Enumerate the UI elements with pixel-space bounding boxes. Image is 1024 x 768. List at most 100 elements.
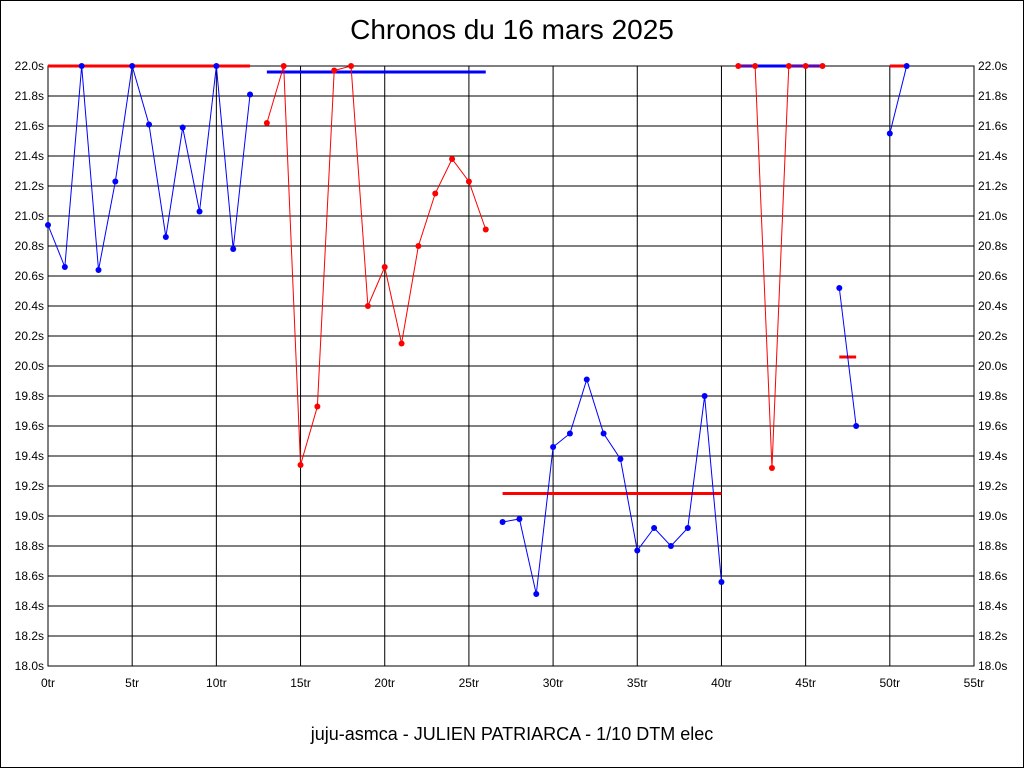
lap-point — [836, 285, 843, 291]
lap-point — [415, 243, 422, 249]
x-tick-label: 10tr — [206, 676, 227, 690]
x-tick-label: 5tr — [125, 676, 139, 690]
y-tick-label-left: 20.0s — [15, 359, 44, 373]
lap-point — [600, 430, 607, 437]
lap-point — [903, 63, 910, 69]
x-tick-label: 55tr — [964, 676, 985, 690]
lap-point — [146, 121, 153, 128]
y-tick-label-left: 18.0s — [15, 659, 44, 673]
lap-point — [45, 222, 51, 228]
lap-point — [230, 246, 237, 252]
lap-point — [651, 525, 658, 531]
average-lines — [48, 64, 907, 495]
y-tick-label-right: 18.2s — [978, 629, 1007, 643]
y-axis-right-labels: 18.0s 18.2s 18.4s 18.6s 18.8s 19.0s 19.2s 19.4s… — [978, 59, 1007, 673]
lap-point — [533, 591, 540, 597]
lap-point — [886, 130, 893, 137]
x-tick-label: 35tr — [627, 676, 648, 690]
y-tick-label-right: 20.8s — [978, 239, 1007, 253]
y-tick-label-left: 19.4s — [15, 449, 44, 463]
y-tick-label-left: 18.4s — [15, 599, 44, 613]
y-tick-label-left: 19.0s — [15, 509, 44, 523]
y-tick-label-right: 20.2s — [978, 329, 1007, 343]
x-tick-label: 0tr — [41, 676, 55, 690]
lap-point — [735, 63, 742, 69]
lap-point — [550, 444, 557, 450]
lap-point — [684, 525, 691, 531]
lap-point — [853, 423, 860, 429]
lap-point — [634, 547, 641, 554]
lap-point — [314, 403, 321, 410]
x-tick-label: 30tr — [543, 676, 564, 690]
y-tick-label-left: 20.6s — [15, 269, 44, 283]
lap-point — [583, 376, 590, 383]
lap-point — [179, 124, 186, 131]
y-tick-label-right: 21.0s — [978, 209, 1007, 223]
lap-point — [701, 393, 708, 399]
lap-point — [331, 67, 338, 74]
y-tick-label-right: 18.0s — [978, 659, 1007, 673]
y-tick-label-right: 21.8s — [978, 89, 1007, 103]
lap-point — [752, 63, 759, 69]
lap-point — [819, 63, 826, 69]
lap-point — [785, 63, 792, 69]
data-points — [45, 63, 910, 597]
lap-point — [112, 178, 119, 185]
grid — [47, 65, 975, 667]
y-tick-label-right: 21.6s — [978, 119, 1007, 133]
lap-point — [61, 264, 68, 270]
lap-point — [465, 178, 472, 185]
y-tick-label-right: 19.6s — [978, 419, 1007, 433]
y-tick-label-left: 21.0s — [15, 209, 44, 223]
x-tick-label: 25tr — [459, 676, 480, 690]
series-line — [838, 287, 857, 427]
lap-point — [449, 156, 456, 162]
lap-point — [95, 267, 102, 273]
lap-point — [263, 120, 270, 126]
y-tick-label-left: 19.6s — [15, 419, 44, 433]
lap-point — [768, 465, 775, 471]
x-tick-label: 50tr — [879, 676, 900, 690]
y-tick-label-left: 21.4s — [15, 149, 44, 163]
lap-point — [129, 63, 136, 69]
lap-point — [297, 462, 304, 468]
y-tick-label-right: 19.0s — [978, 509, 1007, 523]
y-tick-label-left: 22.0s — [15, 59, 44, 73]
y-tick-label-right: 20.0s — [978, 359, 1007, 373]
y-tick-label-left: 20.8s — [15, 239, 44, 253]
y-tick-label-right: 19.4s — [978, 449, 1007, 463]
lap-point — [78, 63, 85, 69]
y-tick-label-left: 20.4s — [15, 299, 44, 313]
chart-title: Chronos du 16 mars 2025 — [350, 14, 674, 45]
y-tick-label-left: 19.2s — [15, 479, 44, 493]
lap-point — [213, 63, 220, 69]
lap-point — [196, 208, 203, 215]
lap-point — [667, 543, 674, 549]
x-tick-label: 45tr — [795, 676, 816, 690]
series-line — [502, 377, 722, 595]
y-tick-label-right: 18.8s — [978, 539, 1007, 553]
x-tick-label: 20tr — [374, 676, 395, 690]
y-tick-label-right: 20.6s — [978, 269, 1007, 283]
y-tick-label-left: 21.2s — [15, 179, 44, 193]
x-tick-label: 15tr — [290, 676, 311, 690]
series-line — [889, 65, 908, 134]
lap-point — [516, 516, 523, 522]
series-line — [47, 65, 251, 271]
series-line — [266, 65, 487, 466]
lap-point — [348, 63, 355, 69]
y-tick-label-right: 19.2s — [978, 479, 1007, 493]
lap-point — [398, 340, 405, 347]
y-tick-label-right: 22.0s — [978, 59, 1007, 73]
series-lines — [47, 65, 908, 595]
y-tick-label-right: 19.8s — [978, 389, 1007, 403]
lap-point — [364, 303, 371, 309]
lap-point — [482, 226, 489, 233]
y-tick-label-right: 20.4s — [978, 299, 1007, 313]
chart-subtitle: juju-asmca - JULIEN PATRIARCA - 1/10 DTM… — [310, 724, 714, 744]
y-tick-label-left: 21.6s — [15, 119, 44, 133]
x-tick-label: 40tr — [711, 676, 732, 690]
lap-point — [499, 519, 506, 525]
y-tick-label-right: 21.2s — [978, 179, 1007, 193]
